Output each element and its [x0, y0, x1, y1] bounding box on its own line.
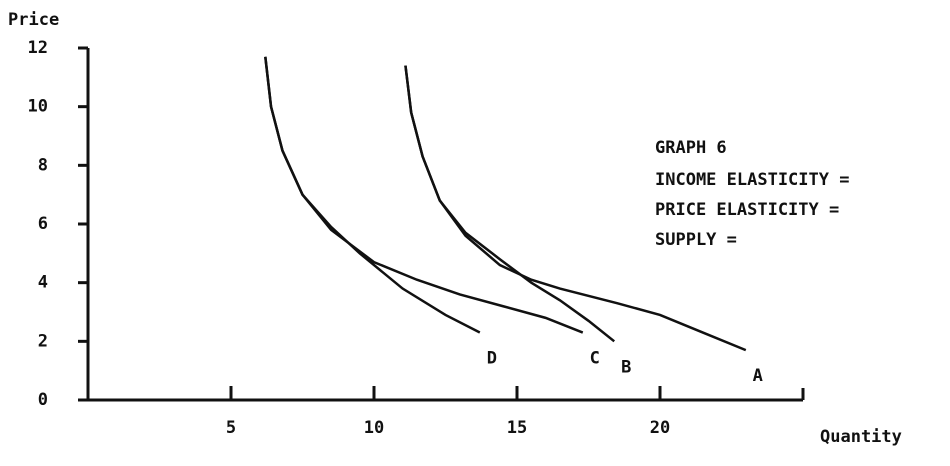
x-tick-label: 20 — [650, 418, 670, 438]
y-axis-label: Price — [8, 10, 59, 30]
annotation: SUPPLY = — [655, 230, 737, 250]
y-tick-label: 10 — [28, 97, 48, 117]
series-line — [404, 65, 747, 352]
annotation: INCOME ELASTICITY = — [655, 170, 849, 190]
annotation: PRICE ELASTICITY = — [655, 200, 839, 220]
series-label: C — [590, 349, 600, 369]
graph-title: GRAPH 6 — [655, 138, 727, 158]
series-label: B — [621, 357, 631, 377]
y-tick-label: 4 — [38, 273, 48, 293]
y-tick-label: 0 — [38, 390, 48, 410]
y-tick-label: 6 — [38, 214, 48, 234]
x-tick-label: 5 — [226, 418, 236, 438]
series-line — [404, 65, 616, 343]
x-tick-label: 10 — [364, 418, 384, 438]
y-tick-label: 12 — [28, 38, 48, 58]
x-tick-label: 15 — [507, 418, 527, 438]
series-line — [264, 56, 584, 334]
series-label: D — [487, 349, 497, 369]
y-tick-label: 8 — [38, 155, 48, 175]
y-tick-label: 2 — [38, 331, 48, 351]
x-axis-label: Quantity — [820, 427, 902, 447]
series-label: A — [753, 366, 763, 386]
